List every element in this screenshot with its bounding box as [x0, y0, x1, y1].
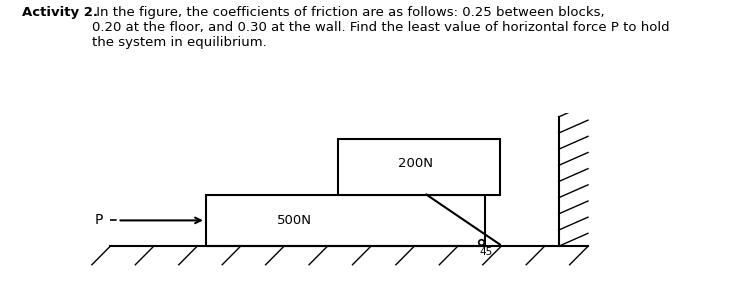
Text: 200N: 200N	[398, 157, 433, 170]
Text: Activity 2.: Activity 2.	[22, 6, 98, 19]
Text: 500N: 500N	[276, 214, 312, 227]
Bar	[206, 195, 485, 246]
Text: 45: 45	[479, 247, 492, 257]
Text: In the figure, the coefficients of friction are as follows: 0.25 between blocks,: In the figure, the coefficients of frict…	[92, 6, 670, 49]
Bar	[338, 139, 500, 195]
Text: P: P	[95, 213, 103, 227]
